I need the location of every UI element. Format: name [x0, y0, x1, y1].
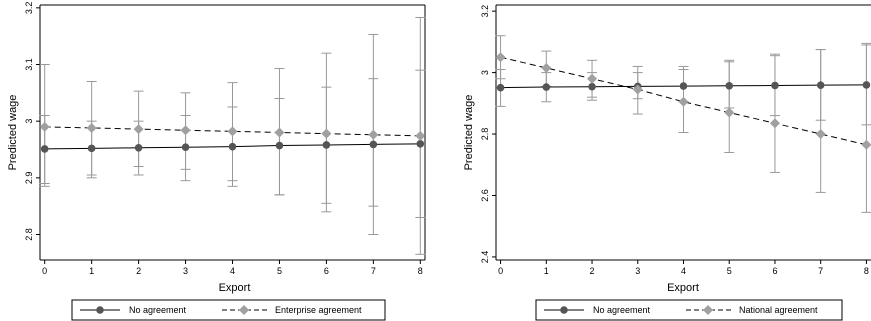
data-point: [678, 96, 689, 107]
x-tick-label: 7: [818, 266, 823, 276]
data-point: [275, 141, 284, 150]
y-tick-label: 3.2: [24, 2, 34, 15]
x-tick-label: 2: [136, 266, 141, 276]
data-point: [861, 139, 871, 150]
data-point: [632, 84, 643, 95]
legend-box: [71, 299, 386, 321]
x-tick-label: 0: [42, 266, 47, 276]
data-point: [862, 81, 871, 89]
legend: No agreement Enterprise agreement: [71, 299, 386, 321]
legend-marker-diamond: [703, 305, 713, 315]
y-tick-label: 2.4: [480, 251, 490, 264]
data-point: [815, 129, 826, 140]
y-tick-label: 3: [24, 119, 34, 124]
data-point: [369, 140, 378, 149]
y-tick-label: 3: [480, 70, 490, 75]
series-2-markers: [495, 52, 871, 150]
x-tick-label: 5: [727, 266, 732, 276]
data-point: [40, 145, 49, 153]
data-point: [541, 62, 552, 73]
data-point: [321, 128, 332, 139]
legend-label: No agreement: [593, 305, 651, 315]
x-tick-label: 3: [635, 266, 640, 276]
y-tick-label: 2.8: [24, 228, 34, 241]
data-point: [39, 121, 50, 132]
chart-panel-1: 2.8 2.9 3 3.1 3.2 0 1 2 3 4 5 6 7 8 Export Predicted wa…: [7, 2, 426, 321]
y-tick-label: 3.1: [24, 58, 34, 71]
series-2-markers: [39, 121, 426, 141]
x-tick-label: 2: [590, 266, 595, 276]
legend-marker-diamond: [239, 305, 249, 315]
data-point: [180, 125, 191, 136]
y-axis-title: Predicted wage: [7, 95, 19, 171]
x-tick-label: 1: [89, 266, 94, 276]
x-tick-label: 8: [418, 266, 423, 276]
data-point: [133, 124, 144, 135]
data-point: [322, 141, 331, 149]
legend-label: Enterprise agreement: [275, 305, 362, 315]
data-point: [274, 127, 285, 138]
data-point: [496, 83, 505, 92]
legend-marker-circle: [96, 306, 104, 314]
data-point: [86, 122, 97, 133]
data-point: [725, 82, 734, 90]
x-tick-label: 3: [183, 266, 188, 276]
data-point: [769, 118, 780, 129]
data-point: [87, 144, 96, 153]
y-tick-label: 2.9: [24, 172, 34, 185]
x-tick-label: 5: [277, 266, 282, 276]
data-point: [368, 129, 379, 140]
data-point: [416, 140, 425, 148]
data-point: [816, 81, 825, 89]
data-point: [228, 142, 237, 151]
x-tick-label: 4: [681, 266, 686, 276]
data-point: [134, 144, 143, 152]
series-line-enterprise-agreement: [44, 126, 421, 137]
series-2-error-bars: [495, 35, 871, 213]
y-tick-label: 3.2: [480, 5, 490, 18]
data-point: [181, 143, 190, 152]
data-point: [771, 81, 779, 90]
series-1-markers: [496, 81, 871, 92]
legend-label: National agreement: [739, 305, 818, 315]
x-tick-label: 0: [498, 266, 503, 276]
x-tick-label: 6: [772, 266, 777, 276]
series-1-markers: [40, 140, 425, 153]
data-point: [587, 73, 598, 84]
x-tick-label: 8: [864, 266, 869, 276]
data-point: [495, 52, 506, 63]
data-point: [227, 126, 238, 137]
y-tick-label: 2.6: [480, 189, 490, 202]
data-point: [415, 130, 426, 141]
data-point: [724, 107, 735, 118]
data-point: [679, 82, 688, 90]
y-tick-label: 2.8: [480, 128, 490, 141]
x-tick-label: 1: [544, 266, 549, 276]
data-point: [542, 83, 551, 91]
legend-label: No agreement: [129, 305, 187, 315]
series-line-national-agreement: [500, 56, 867, 146]
legend: No agreement National agreement: [535, 299, 843, 321]
y-axis-title: Predicted wage: [463, 95, 475, 171]
x-tick-label: 7: [371, 266, 376, 276]
x-tick-label: 4: [230, 266, 235, 276]
x-axis-title: Export: [219, 282, 251, 294]
x-tick-label: 6: [324, 266, 329, 276]
legend-marker-circle: [560, 306, 568, 314]
chart-panel-2: 2.4 2.6 2.8 3 3.2 0 1 2 3 4 5 6 7 8 Export Predicted wa…: [463, 4, 871, 321]
data-point: [588, 82, 596, 91]
x-axis-title: Export: [667, 282, 699, 294]
